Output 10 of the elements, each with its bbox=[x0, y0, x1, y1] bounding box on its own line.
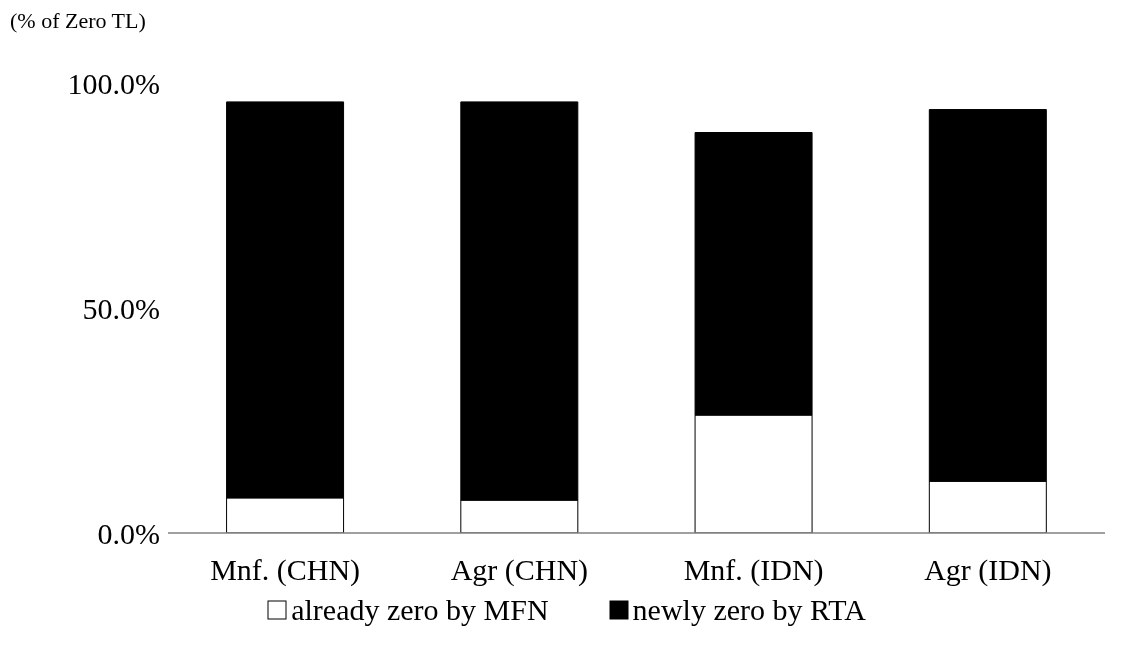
y-tick-label: 100.0% bbox=[67, 66, 160, 100]
y-axis-title: (% of Zero TL) bbox=[10, 8, 146, 34]
y-tick-label: 0.0% bbox=[97, 516, 160, 550]
x-tick-label: Mnf. (IDN) bbox=[683, 553, 824, 588]
y-tick-label: 50.0% bbox=[82, 291, 160, 325]
legend-label: already zero by MFN bbox=[290, 593, 549, 627]
x-tick-label: Agr (IDN) bbox=[924, 553, 1052, 588]
x-tick-label: Agr (CHN) bbox=[450, 553, 589, 588]
legend-label: newly zero by RTA bbox=[631, 593, 866, 627]
x-tick-label: Mnf. (CHN) bbox=[210, 553, 361, 588]
